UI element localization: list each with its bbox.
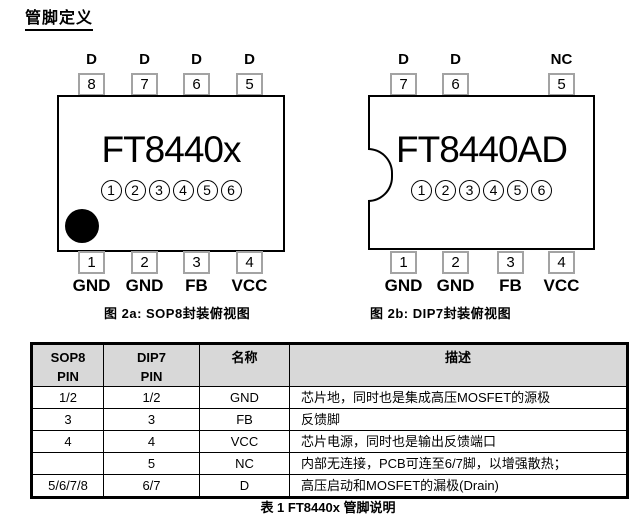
dip7-top-pin-name: D xyxy=(398,51,409,68)
sop8-bottom-pin-name: VCC xyxy=(231,276,268,295)
header-dip7-pin: DIP7 PIN xyxy=(103,343,200,387)
table-row: 4 4 VCC 芯片电源，同时也是输出反馈端口 xyxy=(31,430,628,453)
dip7-top-pin-name: D xyxy=(450,51,461,68)
cell-dip7-pin: 6/7 xyxy=(103,474,200,498)
cell-pin-name: D xyxy=(199,474,290,498)
cell-description: 高压启动和MOSFET的漏极(Drain) xyxy=(289,474,628,498)
pin-description-table: SOP8 PIN DIP7 PIN 名称 描述 1/2 1/2 GND xyxy=(30,342,629,499)
dip7-bottom-pin-name: FB xyxy=(499,276,522,295)
cell-dip7-pin: 4 xyxy=(103,430,200,453)
table-caption: 表 1 FT8440x 管脚说明 xyxy=(260,500,396,515)
chip-sop8-name: FT8440x xyxy=(101,129,241,170)
sop8-top-pin-name: D xyxy=(86,51,97,68)
chip-dip7-name: FT8440AD xyxy=(396,129,568,170)
dip7-pin-box: 5 xyxy=(548,73,575,96)
pin-circle: 4 xyxy=(483,180,504,201)
cell-dip7-pin: 3 xyxy=(103,408,200,431)
chip-dip7-pin-circles: 1 2 3 4 5 6 xyxy=(370,180,593,201)
pin-circle: 5 xyxy=(196,180,218,201)
chip-sop8-body: FT8440x 1 2 3 4 5 6 xyxy=(57,95,285,252)
sop8-top-pin-name: D xyxy=(139,51,150,68)
table-row: 3 3 FB 反馈脚 xyxy=(31,408,628,431)
dip7-pin-box: 2 xyxy=(442,251,469,274)
pin-circle: 4 xyxy=(172,180,194,201)
dip7-pin-box: 4 xyxy=(548,251,575,274)
cell-sop8-pin xyxy=(31,452,104,475)
cell-description: 内部无连接，PCB可连至6/7脚，以增强散热； xyxy=(289,452,628,475)
dip7-top-pin-name: NC xyxy=(550,51,573,68)
sop8-pin-box: 3 xyxy=(183,251,210,274)
cell-pin-name: NC xyxy=(199,452,290,475)
dip7-bottom-pin-name: GND xyxy=(384,276,423,295)
sop8-pin-box: 6 xyxy=(183,73,210,96)
dip7-bottom-pin-name: GND xyxy=(436,276,475,295)
dip7-pin-box: 7 xyxy=(390,73,417,96)
cell-description: 芯片地，同时也是集成高压MOSFET的源极 xyxy=(289,386,628,409)
sop8-top-pin-name: D xyxy=(191,51,202,68)
table-row: 1/2 1/2 GND 芯片地，同时也是集成高压MOSFET的源极 xyxy=(31,386,628,409)
pin-circle: 6 xyxy=(220,180,242,201)
cell-sop8-pin: 4 xyxy=(31,430,104,453)
pin-circle: 2 xyxy=(435,180,456,201)
table-row: 5 NC 内部无连接，PCB可连至6/7脚，以增强散热； xyxy=(31,452,628,475)
header-description: 描述 xyxy=(289,343,628,387)
pin-circle: 1 xyxy=(100,180,122,201)
header-sop8-pin: SOP8 PIN xyxy=(31,343,104,387)
cell-sop8-pin: 1/2 xyxy=(31,386,104,409)
sop8-pin-box: 5 xyxy=(236,73,263,96)
sop8-top-pin-name: D xyxy=(244,51,255,68)
pin-circle: 3 xyxy=(148,180,170,201)
dip7-bottom-pin-name: VCC xyxy=(543,276,580,295)
header-name: 名称 xyxy=(199,343,290,387)
sop8-pin-box: 7 xyxy=(131,73,158,96)
pin-circle: 5 xyxy=(507,180,528,201)
cell-dip7-pin: 1/2 xyxy=(103,386,200,409)
figure-2a-caption: 图 2a: SOP8封装俯视图 xyxy=(104,306,251,321)
dip7-pin-box: 1 xyxy=(390,251,417,274)
dip7-pin-box: 6 xyxy=(442,73,469,96)
sop8-bottom-pin-name: GND xyxy=(72,276,111,295)
page-title: 管脚定义 xyxy=(25,4,94,31)
pin-circle: 3 xyxy=(459,180,480,201)
cell-description: 芯片电源，同时也是输出反馈端口 xyxy=(289,430,628,453)
table-row: 5/6/7/8 6/7 D 高压启动和MOSFET的漏极(Drain) xyxy=(31,474,628,498)
sop8-bottom-pin-name: FB xyxy=(185,276,208,295)
chip-dip7-body: FT8440AD 1 2 3 4 5 6 xyxy=(368,95,595,250)
cell-pin-name: VCC xyxy=(199,430,290,453)
sop8-pin-box: 4 xyxy=(236,251,263,274)
cell-pin-name: GND xyxy=(199,386,290,409)
sop8-pin-box: 2 xyxy=(131,251,158,274)
pin-circle: 6 xyxy=(531,180,552,201)
pin-circle: 2 xyxy=(124,180,146,201)
dip7-pin-box: 3 xyxy=(497,251,524,274)
table-header-row: SOP8 PIN DIP7 PIN 名称 描述 xyxy=(31,343,628,387)
figure-2b-caption: 图 2b: DIP7封装俯视图 xyxy=(370,306,512,321)
sop8-pin-box: 1 xyxy=(78,251,105,274)
sop8-pin-box: 8 xyxy=(78,73,105,96)
pin-circle: 1 xyxy=(411,180,432,201)
chip-sop8-pin-circles: 1 2 3 4 5 6 xyxy=(59,180,283,201)
cell-sop8-pin: 5/6/7/8 xyxy=(31,474,104,498)
cell-description: 反馈脚 xyxy=(289,408,628,431)
cell-pin-name: FB xyxy=(199,408,290,431)
pin1-marker-dot xyxy=(65,209,99,243)
sop8-bottom-pin-name: GND xyxy=(125,276,164,295)
cell-dip7-pin: 5 xyxy=(103,452,200,475)
cell-sop8-pin: 3 xyxy=(31,408,104,431)
